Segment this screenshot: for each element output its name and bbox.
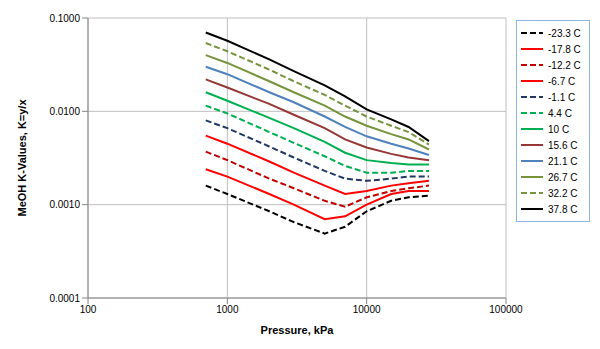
html-text:15.6 C: 15.6 C xyxy=(548,139,578,151)
html-text:-17.8 C: -17.8 C xyxy=(548,43,581,55)
html-text:10 C: 10 C xyxy=(548,123,570,135)
svg-text:1000: 1000 xyxy=(216,304,239,315)
html-text:4.4 C: 4.4 C xyxy=(548,107,572,119)
svg-text:MeOH K-Values, K=y/x: MeOH K-Values, K=y/x xyxy=(16,99,28,217)
html-text:-23.3 C: -23.3 C xyxy=(548,27,581,39)
html-text:-6.7 C: -6.7 C xyxy=(548,75,576,87)
svg-text:Pressure, kPa: Pressure, kPa xyxy=(261,324,335,336)
svg-text:100000: 100000 xyxy=(489,304,523,315)
svg-text:0.0010: 0.0010 xyxy=(49,199,80,210)
svg-text:0.0100: 0.0100 xyxy=(49,106,80,117)
html-text:26.7 C: 26.7 C xyxy=(548,171,578,183)
svg-text:0.1000: 0.1000 xyxy=(49,13,80,24)
html-text:37.8 C: 37.8 C xyxy=(548,203,578,215)
html-text:21.1 C: 21.1 C xyxy=(548,155,578,167)
svg-text:0.0001: 0.0001 xyxy=(49,293,80,304)
html-text:-12.2 C: -12.2 C xyxy=(548,59,581,71)
html-text:-1.1 C: -1.1 C xyxy=(548,91,576,103)
svg-text:100: 100 xyxy=(80,304,97,315)
html-text:32.2 C: 32.2 C xyxy=(548,187,578,199)
svg-text:10000: 10000 xyxy=(353,304,381,315)
